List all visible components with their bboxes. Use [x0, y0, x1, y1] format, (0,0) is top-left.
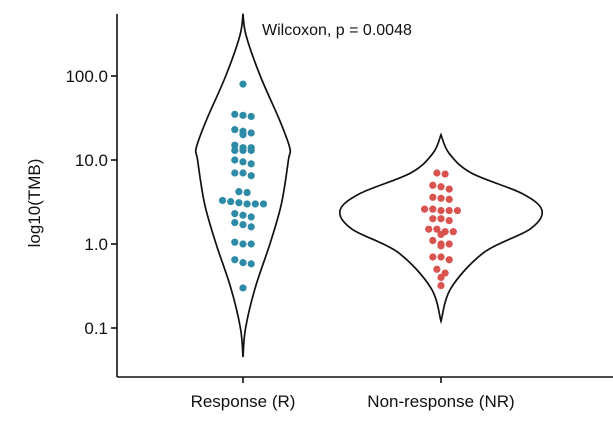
data-point-response-r	[247, 112, 255, 121]
data-point-response-r	[235, 188, 243, 196]
x-ticks: Response (R) Non-response (NR)	[191, 377, 515, 411]
data-point-response-r	[231, 238, 239, 246]
data-point-non-response-nr	[437, 183, 445, 191]
data-point-response-r	[239, 146, 247, 155]
y-tick-label: 100.0	[65, 67, 108, 86]
data-point-response-r	[239, 240, 247, 248]
data-point-response-r	[239, 259, 247, 267]
data-point-response-r	[239, 284, 247, 292]
axes	[116, 14, 613, 378]
data-point-response-r	[239, 131, 247, 139]
data-point-response-r	[239, 80, 247, 88]
data-point-response-r	[227, 197, 235, 206]
data-point-response-r	[239, 211, 247, 219]
data-point-response-r	[231, 218, 239, 227]
data-point-response-r	[231, 146, 239, 155]
data-point-response-r	[247, 240, 255, 248]
data-point-non-response-nr	[437, 273, 445, 282]
data-point-non-response-nr	[449, 228, 457, 236]
y-ticks: 0.1 1.0 10.0 100.0	[65, 67, 117, 338]
data-point-non-response-nr	[445, 216, 453, 225]
data-point-non-response-nr	[437, 194, 445, 202]
data-point-response-r	[251, 200, 259, 208]
data-point-non-response-nr	[441, 170, 449, 178]
data-point-non-response-nr	[437, 242, 445, 250]
data-point-non-response-nr	[445, 206, 453, 215]
data-point-non-response-nr	[429, 236, 437, 245]
data-point-response-r	[247, 160, 255, 168]
x-tick-label-non-response-nr: Non-response (NR)	[367, 392, 514, 411]
data-point-non-response-nr	[437, 206, 445, 215]
data-point-non-response-nr	[445, 195, 453, 203]
data-point-response-r	[247, 260, 255, 268]
data-point-response-r	[231, 126, 239, 134]
data-point-non-response-nr	[437, 281, 445, 290]
y-tick-label: 1.0	[84, 235, 108, 254]
data-point-non-response-nr	[437, 253, 445, 261]
points-layer	[218, 80, 461, 292]
data-point-response-r	[247, 213, 255, 221]
data-point-non-response-nr	[429, 205, 437, 213]
violin-response-r	[194, 13, 292, 358]
stat-annotation: Wilcoxon, p = 0.0048	[262, 22, 412, 39]
data-point-response-r	[247, 146, 255, 155]
data-point-non-response-nr	[429, 253, 437, 261]
data-point-response-r	[231, 169, 239, 177]
data-point-non-response-nr	[433, 225, 441, 233]
y-axis-label: log10(TMB)	[25, 159, 44, 248]
data-point-non-response-nr	[437, 230, 445, 239]
data-point-response-r	[231, 210, 239, 218]
data-point-non-response-nr	[433, 265, 441, 273]
data-point-non-response-nr	[437, 215, 445, 223]
data-point-non-response-nr	[425, 225, 433, 233]
data-point-non-response-nr	[429, 215, 437, 223]
data-point-response-r	[247, 223, 255, 231]
data-point-response-r	[239, 111, 247, 119]
data-point-non-response-nr	[429, 181, 437, 189]
data-point-response-r	[239, 169, 247, 177]
data-point-response-r	[231, 110, 239, 118]
data-point-response-r	[239, 221, 247, 229]
y-tick-label: 0.1	[84, 319, 108, 338]
data-point-response-r	[239, 158, 247, 166]
data-point-response-r	[243, 188, 251, 197]
data-point-response-r	[231, 141, 239, 149]
data-point-non-response-nr	[445, 256, 453, 264]
data-point-response-r	[231, 156, 239, 164]
data-point-response-r	[235, 199, 243, 207]
violin-non-response-nr	[338, 132, 544, 325]
data-point-response-r	[247, 172, 255, 180]
data-point-non-response-nr	[453, 206, 461, 215]
data-point-non-response-nr	[421, 205, 429, 213]
data-point-non-response-nr	[433, 169, 441, 177]
data-point-non-response-nr	[429, 193, 437, 201]
violin-layer	[194, 13, 544, 358]
y-tick-label: 10.0	[75, 151, 108, 170]
data-point-response-r	[247, 129, 255, 137]
data-point-response-r	[243, 200, 251, 208]
data-point-non-response-nr	[445, 240, 453, 248]
data-point-non-response-nr	[445, 185, 453, 193]
data-point-response-r	[259, 200, 268, 208]
data-point-response-r	[231, 256, 239, 264]
x-tick-label-response-r: Response (R)	[191, 392, 296, 411]
data-point-response-r	[218, 196, 227, 205]
